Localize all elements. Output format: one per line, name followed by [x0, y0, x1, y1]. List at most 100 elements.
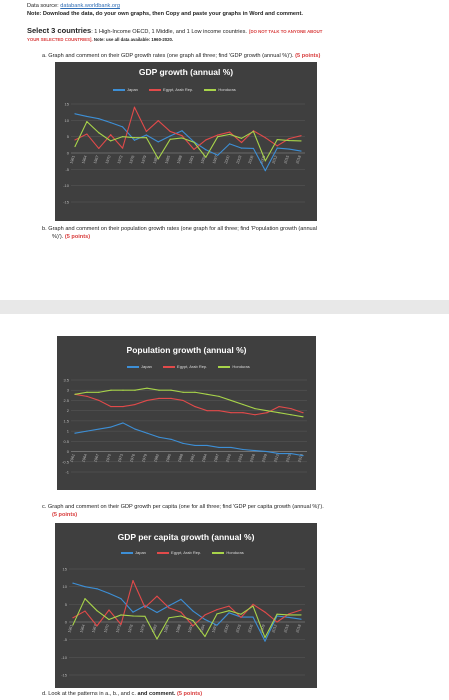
data-point — [206, 444, 208, 447]
data-point — [192, 625, 194, 627]
x-tick-label: 2003 — [236, 155, 243, 164]
select-heading: Select 3 countries — [27, 26, 92, 35]
x-tick-label: 1994 — [201, 454, 208, 463]
data-point — [216, 624, 218, 626]
y-tick-label: 5 — [67, 134, 70, 139]
data-point — [276, 139, 278, 141]
series-line-honduras — [74, 387, 304, 418]
data-point — [121, 136, 124, 138]
population-growth-chart: Population growth (annual %) Japan Egypt… — [57, 336, 316, 490]
series-line-egypt — [72, 580, 302, 627]
data-point — [300, 609, 302, 611]
series-line-honduras — [74, 121, 302, 162]
data-point — [134, 389, 136, 391]
data-point — [302, 455, 304, 457]
x-tick-label: 2018 — [297, 454, 304, 463]
data-point — [98, 391, 100, 393]
data-point — [266, 450, 268, 453]
data-point — [254, 449, 256, 452]
x-tick-label: 1976 — [127, 624, 134, 633]
x-tick-label: 2012 — [272, 155, 279, 164]
data-point — [108, 618, 110, 621]
document-page-2: Population growth (annual %) Japan Egypt… — [0, 314, 449, 700]
series-line-japan — [74, 422, 304, 457]
y-tick-label: 3.5 — [63, 378, 69, 383]
data-point — [264, 636, 266, 639]
x-tick-label: 2000 — [224, 155, 231, 164]
data-point — [228, 612, 230, 614]
data-point — [170, 389, 172, 391]
data-point — [240, 141, 243, 144]
data-point — [300, 140, 302, 142]
data-point — [156, 611, 158, 614]
x-tick-label: 1982 — [151, 624, 158, 633]
data-point — [264, 137, 266, 139]
question-a-points: (5 points) — [295, 53, 321, 59]
gdp-per-capita-growth-chart: GDP per capita growth (annual %) Japan E… — [55, 523, 317, 688]
data-point — [72, 624, 74, 626]
data-point — [145, 137, 147, 139]
data-point — [182, 442, 184, 444]
x-tick-label: 1979 — [139, 624, 146, 633]
y-tick-label: 1.5 — [63, 418, 69, 423]
data-point — [216, 613, 218, 615]
data-point — [108, 609, 110, 611]
data-point — [157, 141, 159, 143]
data-point — [86, 395, 88, 397]
source-link[interactable]: databank.worldbank.org — [60, 3, 120, 9]
question-b-text: b. Graph and comment on their population… — [42, 226, 318, 232]
y-tick-label: -15 — [61, 673, 68, 678]
data-point — [229, 133, 231, 135]
legend-label-egypt: Egypt, Arab Rep. — [163, 87, 194, 93]
x-tick-label: 1970 — [105, 155, 112, 164]
x-tick-label: 1982 — [153, 155, 160, 164]
question-d-points: (5 points) — [176, 691, 203, 697]
data-point — [194, 391, 196, 393]
x-tick-label: 1988 — [175, 624, 182, 633]
x-tick-label: 1991 — [189, 454, 196, 463]
y-tick-label: -15 — [63, 200, 70, 205]
series-line-egypt — [74, 106, 302, 150]
data-point — [169, 138, 171, 140]
data-point — [110, 134, 112, 136]
x-tick-label: 1973 — [117, 155, 124, 164]
y-tick-label: 15 — [65, 102, 70, 107]
x-tick-label: 1973 — [115, 624, 122, 633]
data-point — [182, 391, 184, 393]
data-point — [108, 592, 110, 594]
x-tick-label: 1961 — [69, 454, 76, 463]
data-point — [206, 393, 208, 395]
legend-label-egypt: Egypt, Arab Rep. — [177, 364, 208, 370]
data-point — [133, 137, 136, 139]
data-point — [288, 138, 290, 140]
data-point — [72, 582, 74, 584]
data-point — [300, 150, 302, 152]
data-point — [252, 616, 254, 618]
x-tick-label: 1967 — [93, 155, 100, 164]
data-point — [194, 444, 196, 447]
legend-swatch-honduras — [218, 366, 231, 368]
data-point — [194, 405, 196, 408]
data-point — [288, 616, 290, 619]
data-point — [217, 154, 219, 156]
y-tick-label: -10 — [61, 655, 68, 660]
x-tick-label: 1973 — [117, 454, 124, 463]
legend-label-honduras: Honduras — [226, 550, 244, 556]
data-point — [122, 389, 124, 391]
data-point — [96, 588, 98, 590]
x-tick-label: 1976 — [129, 155, 136, 164]
x-tick-label: 1988 — [176, 155, 183, 164]
data-point — [242, 448, 244, 451]
x-tick-label: 2015 — [285, 454, 292, 463]
data-point — [290, 414, 292, 416]
legend-swatch-japan — [127, 366, 139, 368]
data-point — [110, 122, 112, 124]
chart-legend: Japan Egypt, Arab Rep. Honduras — [127, 364, 250, 369]
data-point — [217, 134, 219, 136]
data-point — [192, 610, 194, 612]
select-warning: [DO NOT TALK TO ANYONE ABOUT — [249, 29, 323, 34]
source-label: Data source: — [27, 3, 61, 9]
x-tick-label: 1997 — [213, 454, 220, 463]
data-point — [252, 605, 254, 607]
x-tick-label: 2009 — [259, 624, 266, 633]
